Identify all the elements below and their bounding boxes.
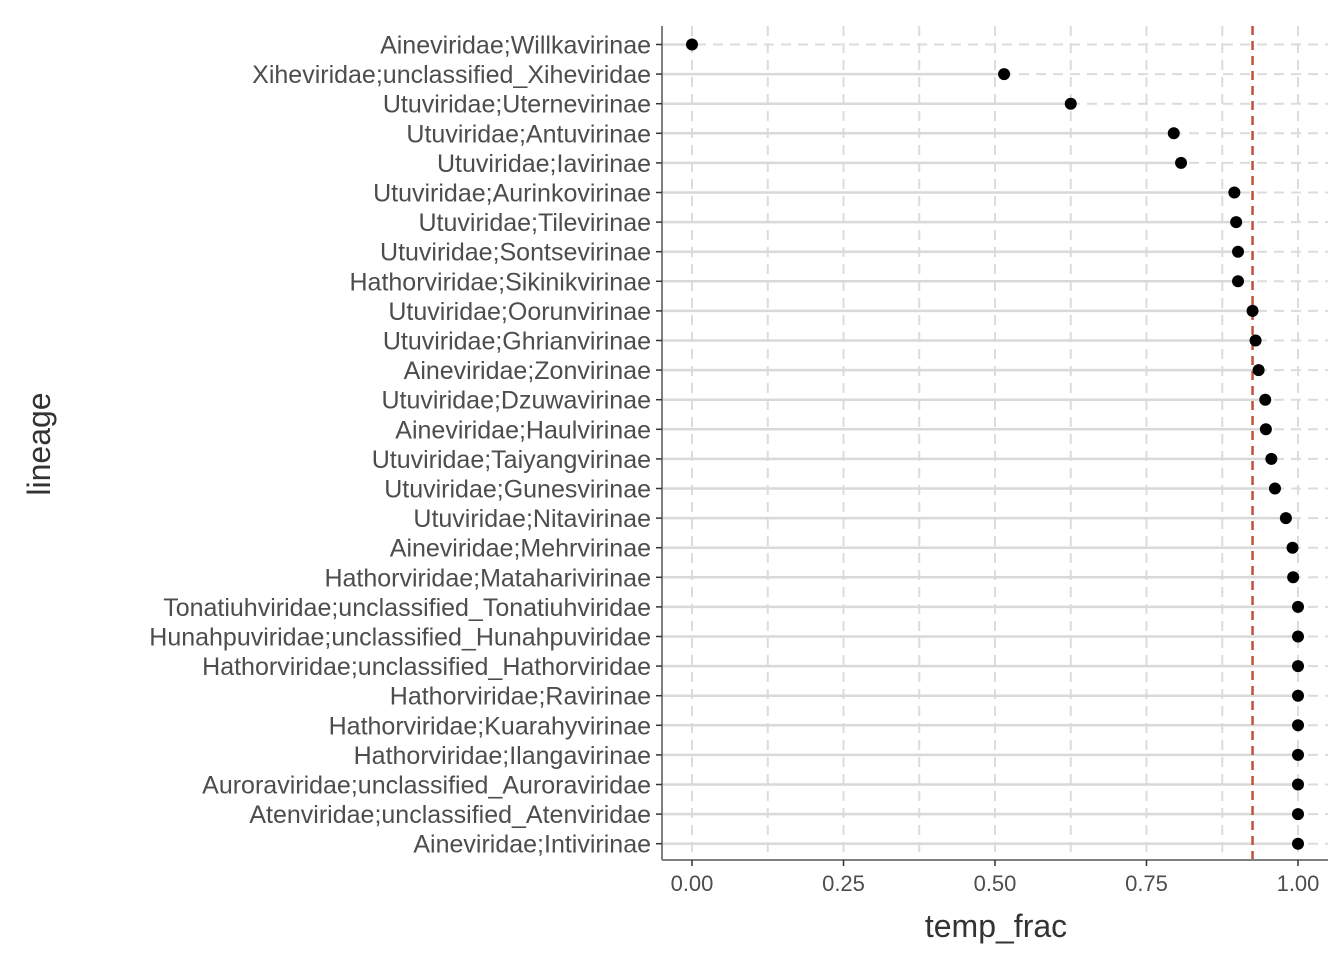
y-tick-label: Utuviridae;Nitavirinae [413, 505, 651, 533]
data-point [1259, 423, 1272, 436]
data-point [1292, 748, 1304, 761]
y-tick-label: Utuviridae;Ghrianvirinae [383, 328, 651, 356]
grid-lines [662, 26, 1328, 860]
x-tick-label: 0.00 [671, 871, 714, 896]
data-point [1292, 808, 1304, 821]
y-tick-label: Aineviridae;Willkavirinae [380, 32, 651, 60]
data-point [1259, 393, 1272, 406]
y-tick-label: Aineviridae;Mehrvirinae [390, 535, 651, 563]
data-point [998, 68, 1011, 81]
data-point [1292, 719, 1304, 732]
y-tick-label: Tonatiuhviridae;unclassified_Tonatiuhvir… [163, 594, 651, 622]
x-tick-label: 0.50 [974, 871, 1017, 896]
y-tick-label: Utuviridae;Uternevirinae [383, 91, 651, 119]
y-tick-label: Hathorviridae;Kuarahyvirinae [329, 712, 651, 740]
y-tick-label: Aineviridae;Zonvirinae [404, 357, 651, 385]
data-point [1292, 660, 1304, 673]
y-tick-label: Hathorviridae;Sikinikvirinae [349, 268, 651, 296]
data-point [1252, 364, 1265, 377]
data-point [1292, 778, 1304, 791]
y-tick-label: Utuviridae;Sontsevirinae [380, 239, 651, 267]
data-point [1232, 275, 1245, 288]
data-point [1167, 127, 1180, 140]
x-axis-title: temp_frac [925, 908, 1067, 944]
x-tick-label: 0.25 [822, 871, 865, 896]
y-tick-label: Utuviridae;Tilevirinae [419, 209, 652, 237]
y-tick-label: Auroraviridae;unclassified_Auroraviridae [202, 772, 651, 800]
y-tick-label: Utuviridae;Aurinkovirinae [373, 180, 651, 208]
y-axis-title: lineage [21, 392, 57, 495]
data-point [1232, 245, 1245, 258]
x-tick-label: 0.75 [1125, 871, 1168, 896]
y-tick-label: Utuviridae;Oorunvirinae [388, 298, 651, 326]
stem-lines [662, 43, 1298, 845]
data-point [1249, 334, 1262, 347]
data-point [1286, 541, 1299, 554]
y-tick-label: Hathorviridae;Ravirinae [390, 683, 651, 711]
y-tick-label: Utuviridae;Iavirinae [437, 150, 651, 178]
y-tick-label: Aineviridae;Haulvirinae [395, 416, 651, 444]
y-tick-label: Atenviridae;unclassified_Atenviridae [249, 801, 651, 829]
data-points [686, 38, 1304, 850]
y-tick-label: Utuviridae;Gunesvirinae [384, 476, 651, 504]
data-point [1292, 630, 1304, 643]
y-tick-label: Hathorviridae;Mataharivirinae [324, 564, 651, 592]
y-tick-label: Utuviridae;Dzuwavirinae [381, 387, 651, 415]
y-tick-label: Hunahpuviridae;unclassified_Hunahpuvirid… [149, 624, 651, 652]
y-tick-label: Hathorviridae;Ilangavirinae [354, 742, 651, 770]
data-point [1287, 571, 1300, 584]
data-point [1268, 482, 1281, 495]
data-point [1230, 216, 1243, 229]
data-point [1265, 452, 1278, 465]
y-tick-label: Utuviridae;Taiyangvirinae [372, 446, 651, 474]
data-point [1246, 304, 1259, 317]
data-point [1175, 156, 1188, 169]
data-point [686, 38, 698, 51]
data-point [1064, 97, 1077, 110]
data-point [1292, 837, 1304, 850]
x-tick-label: 1.00 [1277, 871, 1320, 896]
y-tick-label: Utuviridae;Antuvirinae [406, 120, 651, 148]
data-point [1228, 186, 1241, 199]
y-tick-labels: Aineviridae;WillkavirinaeXiheviridae;unc… [149, 32, 662, 859]
y-tick-label: Hathorviridae;unclassified_Hathorviridae [202, 653, 651, 681]
y-tick-label: Xiheviridae;unclassified_Xiheviridae [252, 61, 651, 89]
y-tick-label: Aineviridae;Intivirinae [413, 831, 651, 859]
data-point [1279, 512, 1292, 525]
data-point [1292, 689, 1304, 702]
x-tick-labels: 0.00 0.25 0.50 0.75 1.00 [671, 860, 1320, 896]
data-point [1292, 600, 1304, 613]
